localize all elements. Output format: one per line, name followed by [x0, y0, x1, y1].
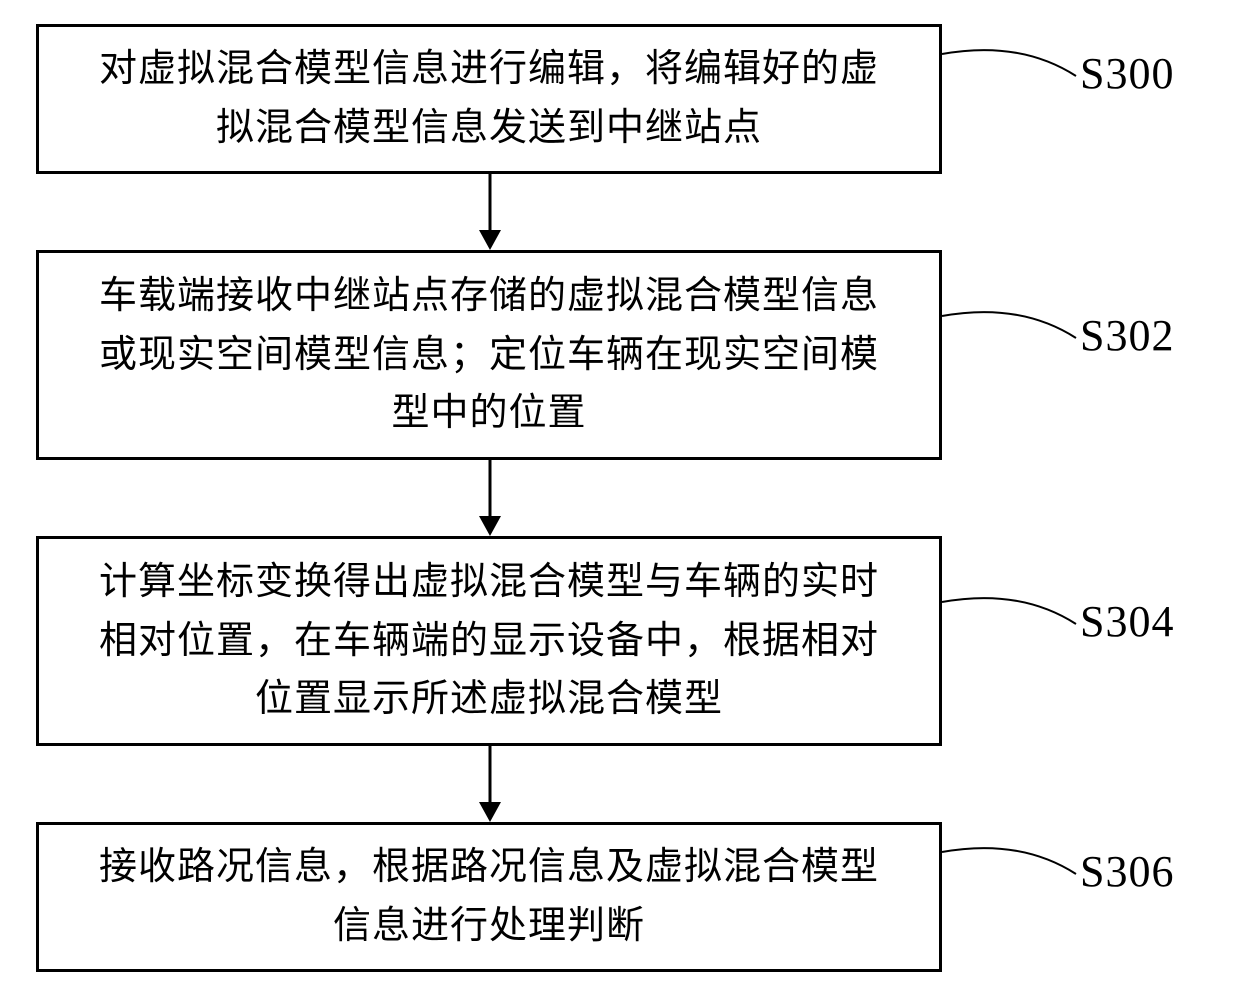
flow-box-s300: 对虚拟混合模型信息进行编辑，将编辑好的虚拟混合模型信息发送到中继站点 — [36, 24, 942, 174]
step-label-s300: S300 — [1080, 48, 1174, 99]
flow-box-text: 对虚拟混合模型信息进行编辑，将编辑好的虚拟混合模型信息发送到中继站点 — [99, 40, 879, 158]
step-label-s302: S302 — [1080, 310, 1174, 361]
flow-box-text: 接收路况信息，根据路况信息及虚拟混合模型信息进行处理判断 — [99, 838, 879, 956]
flowchart-canvas: 对虚拟混合模型信息进行编辑，将编辑好的虚拟混合模型信息发送到中继站点 S300 … — [0, 0, 1240, 982]
step-label-s304: S304 — [1080, 596, 1174, 647]
flow-box-s304: 计算坐标变换得出虚拟混合模型与车辆的实时相对位置，在车辆端的显示设备中，根据相对… — [36, 536, 942, 746]
step-label-s306: S306 — [1080, 846, 1174, 897]
flow-box-text: 车载端接收中继站点存储的虚拟混合模型信息或现实空间模型信息；定位车辆在现实空间模… — [99, 267, 879, 444]
flow-box-s302: 车载端接收中继站点存储的虚拟混合模型信息或现实空间模型信息；定位车辆在现实空间模… — [36, 250, 942, 460]
flow-box-s306: 接收路况信息，根据路况信息及虚拟混合模型信息进行处理判断 — [36, 822, 942, 972]
flow-box-text: 计算坐标变换得出虚拟混合模型与车辆的实时相对位置，在车辆端的显示设备中，根据相对… — [99, 553, 879, 730]
